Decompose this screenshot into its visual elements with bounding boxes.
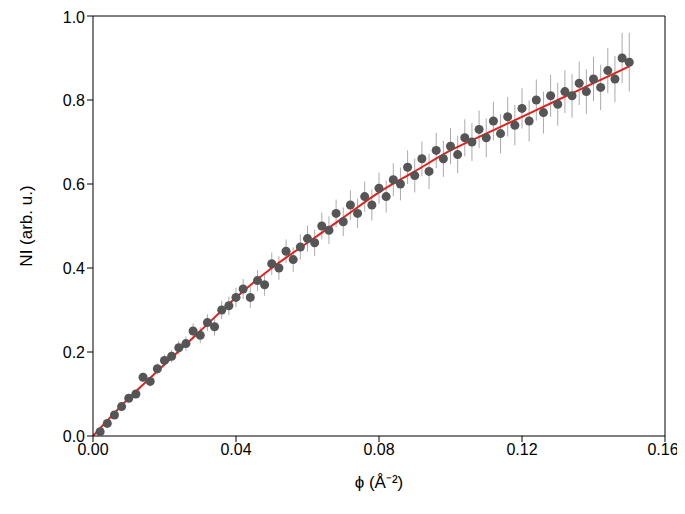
svg-text:0.08: 0.08 <box>363 441 394 458</box>
svg-text:0.0: 0.0 <box>63 428 85 445</box>
svg-text:1.0: 1.0 <box>63 9 85 26</box>
svg-text:0.8: 0.8 <box>63 92 85 109</box>
svg-text:0.16: 0.16 <box>647 441 677 458</box>
svg-text:0.12: 0.12 <box>506 441 537 458</box>
svg-text:NI (arb. u.): NI (arb. u.) <box>17 185 36 266</box>
svg-text:0.4: 0.4 <box>63 260 85 277</box>
svg-text:ϕ (Å⁻²): ϕ (Å⁻²) <box>355 473 404 492</box>
svg-text:0.04: 0.04 <box>220 441 251 458</box>
svg-text:0.6: 0.6 <box>63 176 85 193</box>
svg-text:0.2: 0.2 <box>63 344 85 361</box>
svg-text:0.00: 0.00 <box>77 441 109 459</box>
